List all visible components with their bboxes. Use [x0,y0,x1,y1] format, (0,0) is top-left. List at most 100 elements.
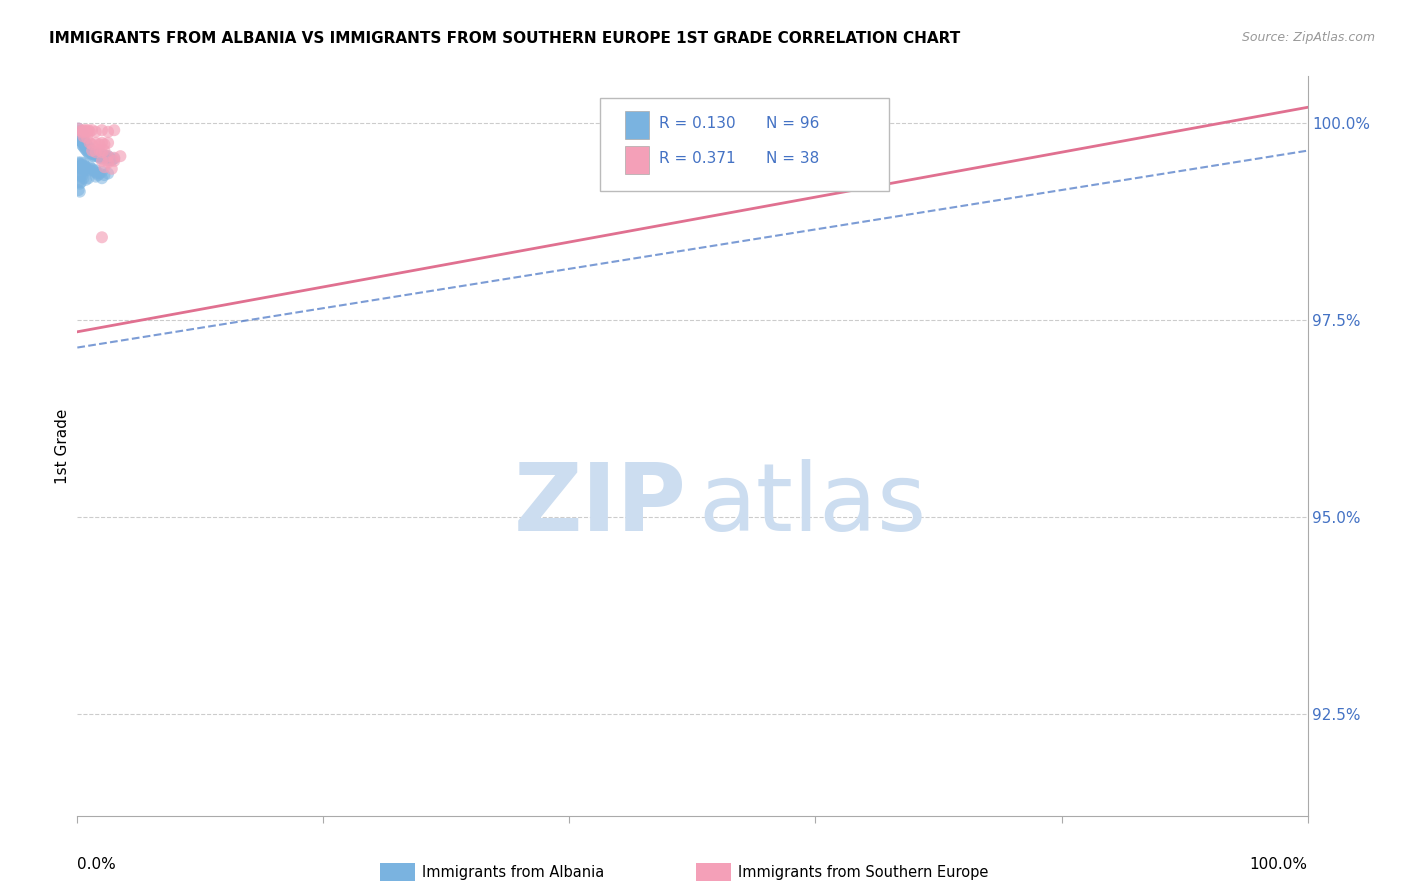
Point [73,135,96,149]
Point [97,149,120,163]
Point [96,151,118,165]
Point [89,144,111,158]
Point [76,138,98,153]
Text: 0.0%: 0.0% [77,857,117,871]
Point [77,123,100,137]
Point [70,175,93,189]
Point [82,144,104,158]
Point [82,147,104,161]
Point [72,136,94,151]
Point [67,128,90,142]
Point [79,125,101,139]
Point [69,124,91,138]
Point [82,163,104,178]
Point [86,166,108,180]
Point [89,137,111,152]
Point [90,171,114,186]
Point [70,155,93,169]
Point [77,146,100,161]
Point [97,149,120,163]
Point [67,121,90,136]
Point [103,123,125,137]
Point [101,161,124,176]
Point [75,143,97,157]
Point [97,136,120,150]
Point [67,175,90,189]
Point [70,160,93,174]
Point [101,153,124,167]
Point [84,125,107,139]
Point [67,183,90,197]
Point [73,159,96,173]
Point [70,158,93,172]
Point [73,162,96,177]
Text: Source: ZipAtlas.com: Source: ZipAtlas.com [1241,31,1375,45]
Point [84,149,107,163]
Point [657,121,679,136]
Point [84,145,107,160]
Point [83,147,105,161]
Point [90,145,114,160]
Point [79,160,101,174]
Point [73,141,96,155]
Point [69,129,91,144]
Point [70,134,93,148]
Point [75,136,97,151]
Point [90,230,114,244]
Point [67,121,90,136]
Point [79,163,101,178]
Point [76,131,98,145]
Point [90,165,114,179]
Point [72,139,94,153]
Bar [624,111,650,139]
Point [75,123,97,137]
Point [79,147,101,161]
Point [82,146,104,161]
Point [70,169,93,183]
Point [80,143,103,157]
Point [97,125,120,139]
Point [70,138,93,153]
Point [93,144,115,158]
Point [69,169,91,183]
Point [82,137,104,152]
Point [70,126,93,140]
Point [82,149,104,163]
Point [69,185,91,199]
Point [89,147,111,161]
Point [84,163,107,178]
Point [69,157,91,171]
Point [90,153,114,168]
Point [100,152,122,166]
Point [70,136,93,150]
Point [97,153,120,167]
Point [84,146,107,161]
Point [103,151,125,165]
Point [86,147,108,161]
Point [77,139,100,153]
Point [103,153,125,168]
Point [70,167,93,181]
Text: 100.0%: 100.0% [1250,857,1308,871]
Point [73,125,96,139]
Point [93,168,115,182]
Point [67,132,90,146]
Point [82,161,104,176]
Point [77,161,100,175]
Point [67,160,90,174]
Point [90,123,114,137]
Point [90,136,114,150]
Point [77,143,100,157]
Point [76,145,98,159]
Point [93,151,115,165]
Point [84,136,107,150]
Point [70,126,93,140]
Point [76,125,98,139]
Point [82,123,104,137]
Point [80,146,103,161]
Point [77,171,100,186]
Point [70,161,93,176]
Point [89,151,111,165]
Point [75,161,97,175]
Point [97,155,120,169]
